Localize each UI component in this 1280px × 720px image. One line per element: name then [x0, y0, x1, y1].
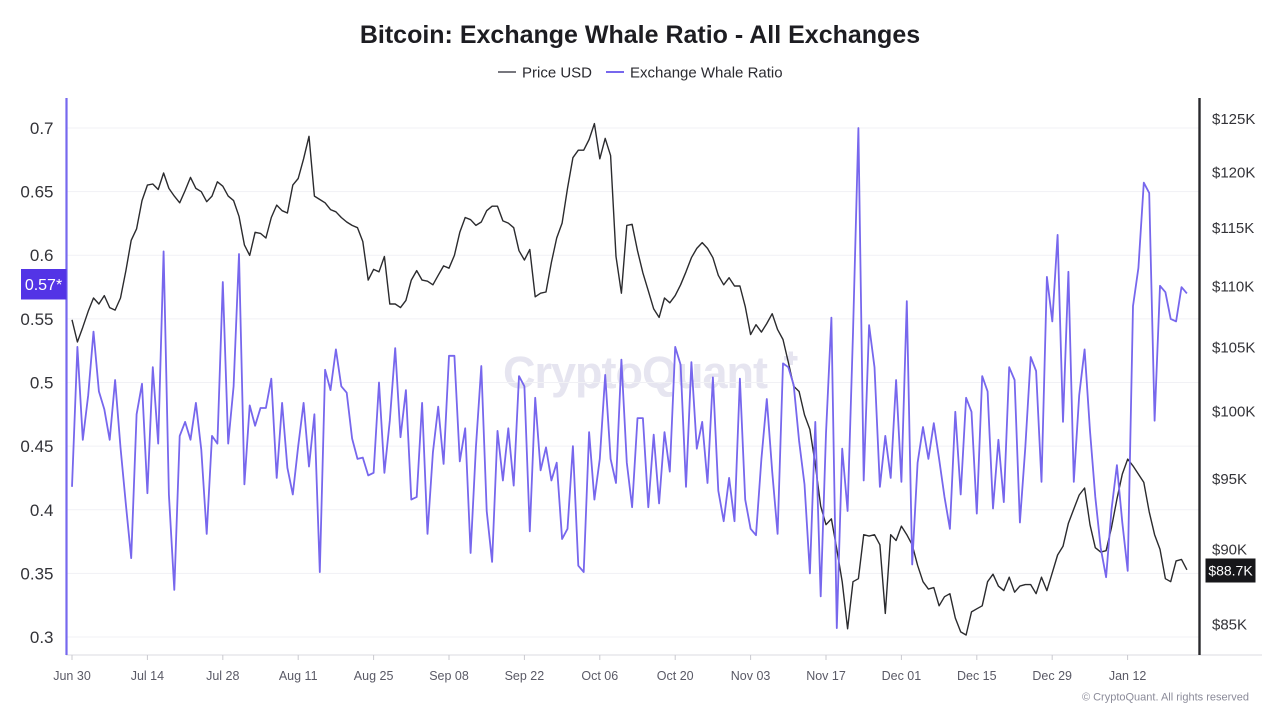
svg-text:Jun 30: Jun 30: [53, 669, 91, 683]
svg-text:Oct 20: Oct 20: [657, 669, 694, 683]
svg-text:$100K: $100K: [1212, 404, 1255, 421]
svg-text:Price USD: Price USD: [522, 65, 592, 82]
svg-text:© CryptoQuant. All rights rese: © CryptoQuant. All rights reserved: [1082, 692, 1249, 704]
svg-text:$95K: $95K: [1212, 471, 1247, 488]
svg-text:Oct 06: Oct 06: [581, 669, 618, 683]
svg-text:Dec 15: Dec 15: [957, 669, 997, 683]
svg-text:Jul 14: Jul 14: [131, 669, 164, 683]
svg-text:$85K: $85K: [1212, 617, 1247, 634]
svg-text:0.45: 0.45: [20, 437, 53, 456]
svg-text:$125K: $125K: [1212, 111, 1255, 128]
svg-text:0.55: 0.55: [20, 310, 53, 329]
svg-text:$110K: $110K: [1212, 279, 1254, 296]
svg-text:0.3: 0.3: [30, 628, 54, 647]
svg-text:Jan 12: Jan 12: [1109, 669, 1147, 683]
svg-text:CryptoQuant: CryptoQuant: [503, 347, 768, 398]
svg-text:0.5: 0.5: [30, 374, 54, 393]
svg-text:Dec 29: Dec 29: [1032, 669, 1072, 683]
svg-text:Sep 22: Sep 22: [505, 669, 545, 683]
svg-text:Dec 01: Dec 01: [882, 669, 922, 683]
svg-text:0.35: 0.35: [20, 564, 53, 583]
svg-text:0.7: 0.7: [30, 119, 54, 138]
svg-text:$120K: $120K: [1212, 164, 1255, 181]
svg-text:$115K: $115K: [1212, 220, 1254, 237]
svg-text:0.4: 0.4: [30, 501, 54, 520]
svg-text:$88.7K: $88.7K: [1208, 563, 1253, 579]
svg-text:0.65: 0.65: [20, 183, 53, 202]
svg-text:0.6: 0.6: [30, 246, 54, 265]
svg-text:Exchange Whale Ratio: Exchange Whale Ratio: [630, 65, 783, 82]
svg-text:Aug 11: Aug 11: [279, 669, 318, 683]
svg-text:Jul 28: Jul 28: [206, 669, 239, 683]
svg-text:Aug 25: Aug 25: [354, 669, 394, 683]
svg-text:Nov 17: Nov 17: [806, 669, 846, 683]
svg-text:Sep 08: Sep 08: [429, 669, 469, 683]
svg-text:Nov 03: Nov 03: [731, 669, 771, 683]
svg-text:Bitcoin: Exchange Whale Ratio: Bitcoin: Exchange Whale Ratio - All Exch…: [360, 21, 920, 49]
svg-text:0.57*: 0.57*: [25, 277, 62, 294]
svg-text:$90K: $90K: [1212, 542, 1247, 559]
svg-text:$105K: $105K: [1212, 340, 1255, 357]
